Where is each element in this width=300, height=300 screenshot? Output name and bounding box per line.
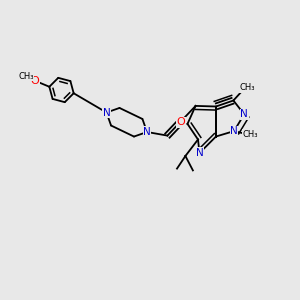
Text: O: O <box>177 117 186 128</box>
Text: N: N <box>103 107 110 118</box>
Text: CH₃: CH₃ <box>240 83 255 92</box>
Text: O: O <box>31 76 39 86</box>
Text: CH₃: CH₃ <box>242 130 258 139</box>
Text: CH₃: CH₃ <box>18 72 34 81</box>
Text: N: N <box>143 127 151 137</box>
Text: N: N <box>240 109 248 119</box>
Text: N: N <box>196 148 203 158</box>
Text: N: N <box>230 126 238 136</box>
